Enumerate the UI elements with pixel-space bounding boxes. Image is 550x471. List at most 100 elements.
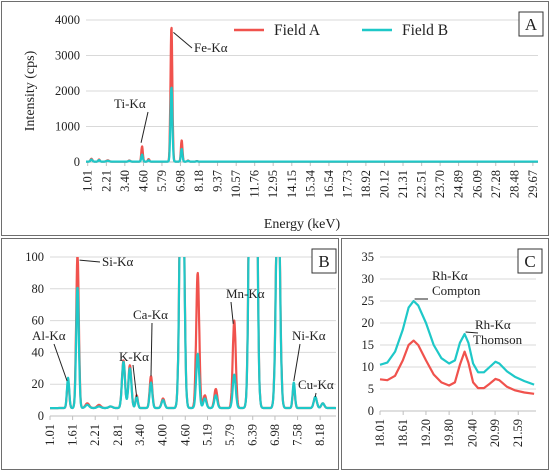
panel-a-chart: 0 1000 2000 3000 4000 1.01 2.21 3.40 4.60 5.79 6.9… xyxy=(23,11,544,232)
x-axis-title-a: Energy (keV) xyxy=(264,217,341,232)
y-tick-label-a: 3000 xyxy=(55,49,80,63)
x-tick-label-c: 21.59 xyxy=(511,419,525,447)
annotation-ti-ka-leader xyxy=(140,111,149,143)
annotation-mn-ka: Mn-Kα xyxy=(226,286,265,301)
panel-b-chart: 0 20 40 60 80 100 1.01 1.61 2.21 2.81 3.40 4.00 4.60… xyxy=(25,248,337,446)
legend-label-field-a: Field A xyxy=(274,22,321,39)
annotation-si-ka: Si-Kα xyxy=(102,254,134,269)
x-tick-label-a: 1.01 xyxy=(81,170,95,192)
y-tick-label-b: 40 xyxy=(32,345,45,359)
annotation-fe-ka: Fe-Kα xyxy=(194,40,228,55)
x-tick-label-a: 9.37 xyxy=(211,170,225,192)
y-axis-title-a: Intensity (cps) xyxy=(23,50,38,131)
y-tick-label-b: 20 xyxy=(32,377,45,391)
x-tick-label-a: 4.60 xyxy=(136,170,150,192)
annotation-rh-ka-thomson-line2: Thomson xyxy=(473,332,523,347)
x-tick-label-c: 20.40 xyxy=(465,419,479,447)
annotation-rh-ka-compton-line2: Compton xyxy=(432,283,481,298)
panel-label-a-box xyxy=(518,11,544,37)
x-tick-label-b: 8.18 xyxy=(313,424,327,446)
x-tick-label-b: 3.40 xyxy=(133,424,147,446)
annotation-mn-ka-leader xyxy=(230,301,234,324)
series-group-b xyxy=(50,257,336,410)
annotation-ni-ka: Ni-Kα xyxy=(292,328,326,343)
y-tick-label-c: 10 xyxy=(362,360,375,374)
x-tick-label-a: 14.15 xyxy=(285,170,299,198)
series-field-a-line xyxy=(379,339,535,395)
y-tick-label-b: 60 xyxy=(32,314,45,328)
x-tick-label-a: 11.76 xyxy=(248,170,262,198)
x-tick-label-b: 4.00 xyxy=(156,424,170,446)
y-tick-label-c: 15 xyxy=(362,338,375,352)
x-tick-label-a: 20.12 xyxy=(378,170,392,198)
x-tick-label-b: 2.21 xyxy=(88,424,102,446)
series-field-b-line xyxy=(379,299,535,386)
x-tick-label-a: 6.98 xyxy=(173,170,187,192)
series-field-b-line xyxy=(50,257,336,410)
x-tick-label-a: 15.34 xyxy=(303,169,317,198)
annotation-rh-ka-thomson-line1: Rh-Kα xyxy=(475,317,511,332)
annotation-fe-ka-leader xyxy=(173,32,193,49)
annotation-ti-ka: Ti-Kα xyxy=(114,96,146,111)
x-tick-label-a: 16.54 xyxy=(322,169,336,198)
y-tick-label-c: 5 xyxy=(368,382,374,396)
x-tick-label-a: 2.21 xyxy=(99,170,113,192)
annotation-al-ka: Al-Kα xyxy=(32,328,66,343)
annotation-rh-ka-compton-line1: Rh-Kα xyxy=(432,268,468,283)
y-tick-label-c: 20 xyxy=(362,316,375,330)
panel-label-a: A xyxy=(525,15,538,34)
x-tick-label-c: 20.99 xyxy=(488,419,502,447)
x-tick-label-a: 21.31 xyxy=(396,170,410,198)
x-tick-label-b: 2.81 xyxy=(111,424,125,446)
x-tick-label-b: 1.01 xyxy=(43,424,57,446)
annotation-ca-ka: Ca-Kα xyxy=(133,307,168,322)
y-tick-label-a: 0 xyxy=(74,155,80,169)
y-tick-label-b: 100 xyxy=(25,250,44,264)
x-tick-label-b: 7.58 xyxy=(291,424,305,446)
series-field-b-line xyxy=(85,86,539,163)
y-tick-label-c: 30 xyxy=(362,272,375,286)
x-tick-label-a: 22.51 xyxy=(415,170,429,198)
x-tick-label-a: 24.89 xyxy=(452,170,466,198)
x-tick-label-a: 3.40 xyxy=(118,170,132,192)
panel-a-frame: 0 1000 2000 3000 4000 1.01 2.21 3.40 4.60 5.79 6.9… xyxy=(1,1,549,236)
x-tick-label-a: 26.09 xyxy=(470,170,484,198)
panel-c-frame: 0 5 10 15 20 25 30 35 18.01 18.61 19.20 19.80 20.40 2… xyxy=(341,238,549,470)
x-tick-label-a: 5.79 xyxy=(155,170,169,192)
y-tick-label-c: 35 xyxy=(362,250,375,264)
annotation-cu-ka-leader xyxy=(314,392,317,398)
x-tick-label-a: 23.70 xyxy=(433,170,447,198)
x-tick-label-b: 5.79 xyxy=(223,424,237,446)
annotation-k-ka: K-Kα xyxy=(119,349,149,364)
x-tick-label-a: 29.67 xyxy=(526,170,540,198)
y-tick-label-c: 0 xyxy=(368,404,374,418)
annotation-si-ka-leader xyxy=(79,259,101,263)
y-tick-label-b: 80 xyxy=(32,282,45,296)
panel-b-frame: 0 20 40 60 80 100 1.01 1.61 2.21 2.81 3.40 4.00 4.60… xyxy=(1,238,339,470)
panel-label-b: B xyxy=(318,252,329,271)
series-field-a-line xyxy=(85,26,539,163)
x-tick-label-a: 27.28 xyxy=(489,170,503,198)
y-tick-label-c: 25 xyxy=(362,294,375,308)
panel-label-c: C xyxy=(524,252,535,271)
annotation-cu-ka: Cu-Kα xyxy=(298,377,334,392)
x-tick-label-b: 1.61 xyxy=(66,424,80,446)
x-tick-label-a: 17.73 xyxy=(340,170,354,198)
panel-label-c-box xyxy=(517,248,543,274)
x-tick-label-c: 19.20 xyxy=(419,419,433,447)
x-tick-label-c: 18.01 xyxy=(373,419,387,447)
x-tick-label-a: 8.18 xyxy=(192,170,206,192)
y-tick-label-a: 4000 xyxy=(55,13,80,27)
y-tick-label-a: 1000 xyxy=(55,120,80,134)
annotation-k-ka-leader xyxy=(132,364,138,397)
annotation-al-ka-leader xyxy=(53,343,68,382)
y-tick-label-b: 0 xyxy=(38,409,44,423)
panel-label-b-box xyxy=(311,248,337,274)
x-tick-label-b: 5.19 xyxy=(201,424,215,446)
x-tick-label-b: 4.60 xyxy=(178,424,192,446)
x-tick-label-c: 19.80 xyxy=(442,419,456,447)
legend-label-field-b: Field B xyxy=(402,22,448,39)
annotation-ca-ka-leader xyxy=(150,322,153,377)
annotation-thomson-leader xyxy=(465,331,479,334)
x-tick-label-a: 18.92 xyxy=(359,170,373,198)
